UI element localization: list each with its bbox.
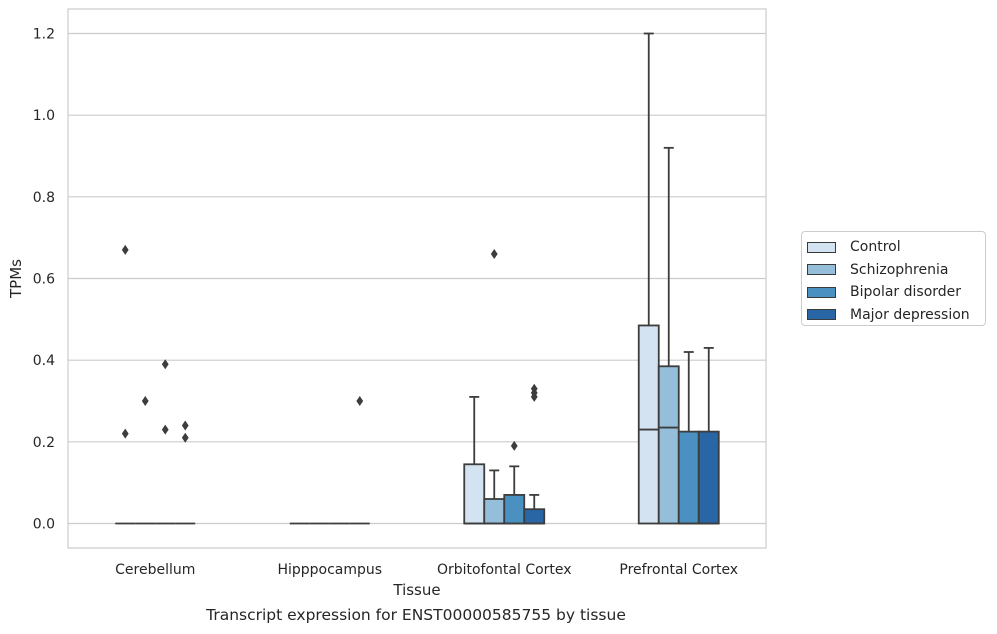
box-body bbox=[463, 463, 486, 525]
outlier-point bbox=[161, 359, 169, 370]
legend-swatch bbox=[807, 241, 836, 253]
box bbox=[483, 469, 506, 525]
box bbox=[697, 347, 720, 525]
plot-area-frame bbox=[67, 8, 767, 549]
legend-swatch bbox=[807, 309, 836, 321]
x-tick-label: Prefrontal Cortex bbox=[619, 562, 738, 578]
box bbox=[657, 146, 680, 525]
outlier-point bbox=[161, 424, 169, 435]
outlier-point bbox=[181, 432, 189, 443]
outliers bbox=[121, 244, 538, 451]
y-tick-label: 0.6 bbox=[33, 272, 55, 288]
chart-caption: Transcript expression for ENST0000058575… bbox=[206, 606, 626, 624]
legend-label: Bipolar disorder bbox=[850, 284, 962, 301]
legend: Control Schizophrenia Bipolar disorder Majo… bbox=[801, 231, 986, 326]
box-body bbox=[657, 365, 680, 525]
legend-swatch bbox=[807, 264, 836, 276]
legend-item: Control bbox=[807, 236, 985, 259]
box bbox=[523, 494, 546, 525]
outlier-point bbox=[356, 396, 364, 406]
legend-label: Control bbox=[850, 239, 901, 256]
outlier-point bbox=[121, 244, 129, 255]
legend-label: Schizophrenia bbox=[850, 261, 949, 278]
outlier-point bbox=[121, 428, 129, 439]
box-body bbox=[503, 494, 526, 525]
outlier-point bbox=[530, 391, 538, 402]
legend-label: Major depression bbox=[850, 306, 970, 323]
box-body bbox=[697, 430, 720, 525]
y-tick-label: 0.2 bbox=[33, 435, 55, 451]
box bbox=[677, 351, 700, 525]
legend-swatch bbox=[807, 286, 836, 298]
y-axis-label: TPMs bbox=[7, 259, 25, 299]
legend-item: Major depression bbox=[807, 304, 985, 327]
x-axis-label: Tissue bbox=[392, 581, 440, 599]
box-body bbox=[483, 498, 506, 525]
x-tick-label: Cerebellum bbox=[115, 562, 195, 578]
axis-ticks: 0.0 0.2 0.4 0.6 0.8 1.0 1.2 Cerebellum Hipppocam… bbox=[33, 27, 738, 579]
box bbox=[463, 396, 486, 525]
outlier-point bbox=[510, 440, 518, 451]
legend-item: Schizophrenia bbox=[807, 259, 985, 282]
box bbox=[637, 32, 660, 525]
y-tick-label: 1.0 bbox=[33, 108, 55, 124]
y-tick-label: 1.2 bbox=[33, 27, 55, 43]
y-tick-label: 0.0 bbox=[33, 517, 55, 533]
x-tick-label: Orbitofontal Cortex bbox=[437, 562, 572, 578]
box bbox=[503, 465, 526, 525]
outlier-point bbox=[141, 396, 149, 406]
box-body bbox=[677, 430, 700, 525]
box-body bbox=[637, 324, 660, 525]
outlier-point bbox=[181, 420, 189, 431]
box-body bbox=[523, 508, 546, 525]
y-tick-label: 0.4 bbox=[33, 353, 55, 369]
gridlines bbox=[68, 32, 766, 525]
box-series bbox=[115, 32, 720, 525]
legend-item: Bipolar disorder bbox=[807, 281, 985, 304]
y-tick-label: 0.8 bbox=[33, 190, 55, 206]
outlier-point bbox=[490, 249, 498, 259]
x-tick-label: Hipppocampus bbox=[277, 562, 382, 578]
